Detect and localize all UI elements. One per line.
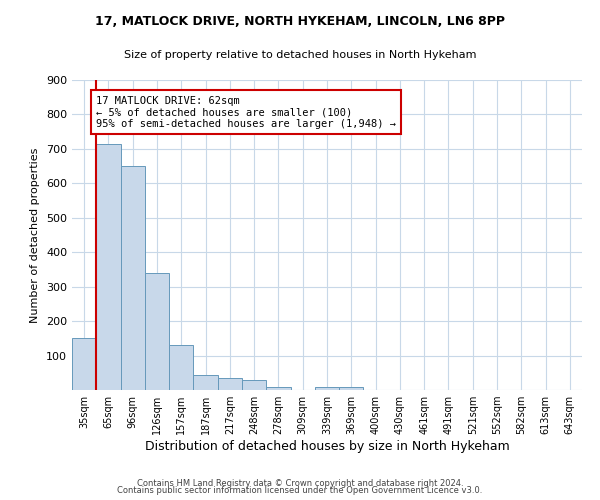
Text: Contains public sector information licensed under the Open Government Licence v3: Contains public sector information licen… [118,486,482,495]
Bar [339,387,364,390]
X-axis label: Distribution of detached houses by size in North Hykeham: Distribution of detached houses by size … [145,440,509,453]
Text: Size of property relative to detached houses in North Hykeham: Size of property relative to detached ho… [124,50,476,60]
Bar [218,378,242,390]
Bar [169,345,193,390]
Bar [242,380,266,390]
Text: 17, MATLOCK DRIVE, NORTH HYKEHAM, LINCOLN, LN6 8PP: 17, MATLOCK DRIVE, NORTH HYKEHAM, LINCOL… [95,15,505,28]
Text: Contains HM Land Registry data © Crown copyright and database right 2024.: Contains HM Land Registry data © Crown c… [137,478,463,488]
Bar [72,338,96,390]
Bar [315,387,339,390]
Bar [145,273,169,390]
Bar [193,375,218,390]
Bar [266,386,290,390]
Bar [121,166,145,390]
Text: 17 MATLOCK DRIVE: 62sqm
← 5% of detached houses are smaller (100)
95% of semi-de: 17 MATLOCK DRIVE: 62sqm ← 5% of detached… [96,96,396,128]
Y-axis label: Number of detached properties: Number of detached properties [31,148,40,322]
Bar [96,144,121,390]
